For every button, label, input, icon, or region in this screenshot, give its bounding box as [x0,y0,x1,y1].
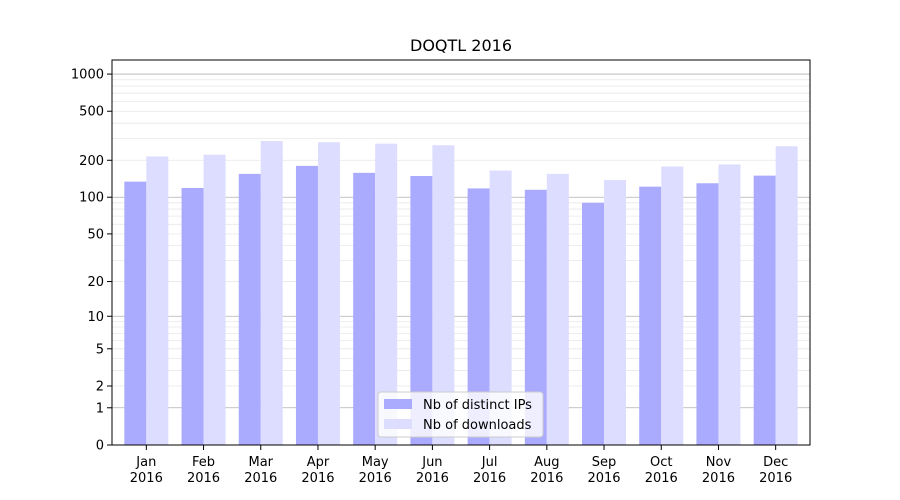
x-tick-label-month: Mar [248,455,273,470]
legend-swatch [384,399,412,409]
y-tick-label: 200 [79,154,104,169]
bar-ips [124,181,147,445]
bar-downloads [775,146,798,445]
bar-ips [181,187,204,446]
x-tick-label-year: 2016 [530,471,563,486]
x-tick-label-month: Aug [534,455,559,470]
x-tick-label-year: 2016 [645,471,678,486]
legend-label: Nb of downloads [423,418,532,433]
bar-downloads [317,142,340,445]
bar-downloads [718,164,741,446]
y-tick-label: 0 [96,439,104,454]
bar-ips [582,202,605,445]
bar-downloads [146,156,169,446]
y-tick-label: 10 [87,310,104,325]
x-tick-label-month: Sep [592,455,617,470]
x-tick-label-year: 2016 [416,471,449,486]
x-tick-label-month: Nov [706,455,732,470]
bar-downloads [375,143,398,445]
y-tick-label: 100 [79,191,104,206]
bar-ips [753,175,776,446]
x-tick-label-year: 2016 [244,471,277,486]
bar-downloads [432,145,455,445]
x-tick-label-month: Jan [135,455,156,470]
x-tick-label-month: Oct [650,455,672,470]
x-tick-label-year: 2016 [301,471,334,486]
y-tick-label: 1000 [71,68,104,83]
plot-frame [111,59,811,446]
bar-downloads [661,166,684,446]
x-tick-label-month: Jun [421,455,442,470]
bar-ips [295,165,318,446]
bar-ips [410,175,433,445]
y-axis: 0 1 2 5 10 20 50 100 200 500 1000 [71,68,112,454]
bar-downloads [546,173,569,445]
x-tick-label-year: 2016 [473,471,506,486]
bar-ips [524,189,547,445]
x-tick-label-month: Apr [307,455,330,470]
x-tick-label-year: 2016 [759,471,792,486]
bar-downloads [604,180,627,445]
x-tick-label-month: Jul [481,455,498,470]
x-tick-label-year: 2016 [130,471,163,486]
x-tick-label-year: 2016 [359,471,392,486]
bar-ips [467,188,490,445]
chart-title: DOQTL 2016 [410,36,512,55]
legend-label: Nb of distinct IPs [423,398,532,413]
y-tick-label: 50 [87,227,104,242]
minor-grid [112,79,810,387]
bar-ips [238,173,261,445]
x-axis: Jan2016Feb2016Mar2016Apr2016May2016Jun20… [130,445,792,486]
x-tick-label-year: 2016 [587,471,620,486]
bar-downloads [260,140,283,445]
bar-downloads [203,154,226,445]
x-tick-label-year: 2016 [187,471,220,486]
x-tick-label-month: May [362,455,389,470]
y-tick-label: 20 [87,275,104,290]
legend: Nb of distinct IPs Nb of downloads [377,391,544,438]
x-tick-label-month: Dec [763,455,788,470]
x-tick-label-year: 2016 [702,471,735,486]
bar-downloads [489,170,512,445]
bar-ips [696,183,719,445]
bar-ips [353,172,376,445]
y-tick-label: 1 [96,401,104,416]
bar-ips [639,186,662,445]
legend-box [377,391,544,438]
y-tick-label: 500 [79,105,104,120]
y-tick-label: 2 [96,380,104,395]
legend-swatch [384,419,412,429]
y-tick-label: 5 [96,342,104,357]
bars [124,140,798,446]
x-tick-label-month: Feb [192,455,215,470]
